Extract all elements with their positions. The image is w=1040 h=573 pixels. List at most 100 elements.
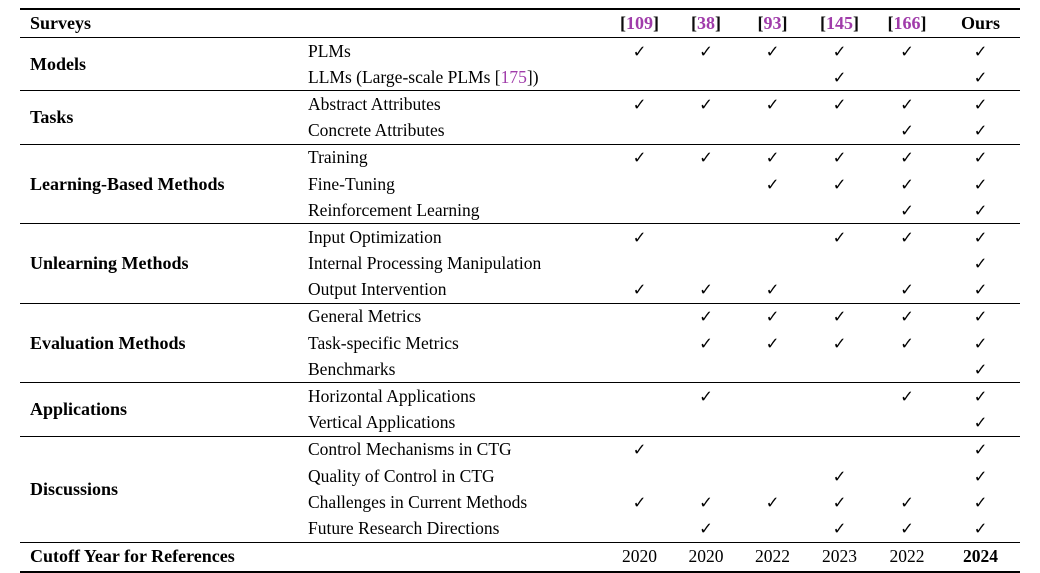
header-cite-166[interactable]: [166] [873, 9, 942, 38]
table-row: Discussions Control Mechanisms in CTG ✓ ✓ [20, 436, 1020, 543]
row-label: Input Optimization [308, 226, 442, 247]
row-label: Reinforcement Learning [308, 197, 607, 225]
row-label: Internal Processing Manipulation [308, 253, 542, 274]
empty-cell [873, 356, 942, 384]
checkmark-icon: ✓ [973, 492, 988, 512]
section-label-discussions: Discussions [20, 436, 308, 543]
checkmark-icon: ✓ [973, 333, 988, 353]
citation-link[interactable]: 175 [500, 66, 527, 87]
empty-cell [673, 356, 740, 384]
empty-cell [673, 409, 740, 437]
cutoff-year-value: 2020 [688, 546, 724, 567]
table-row: Future Research Directions ✓ ✓ ✓ ✓ [20, 515, 1021, 543]
row-label: Control Mechanisms in CTG [308, 439, 512, 460]
row-label: Output Intervention [308, 276, 607, 304]
header-row: Surveys [109] [38] [93] [145] [166] Ours [20, 9, 1021, 38]
empty-cell [606, 117, 674, 145]
empty-cell [873, 64, 942, 92]
checkmark-icon: ✓ [699, 41, 713, 61]
row-label: Challenges in Current Methods [308, 491, 528, 512]
empty-cell [673, 171, 739, 197]
citation-link[interactable]: 109 [626, 13, 654, 33]
table-row: Benchmarks ✓ [20, 356, 1021, 384]
checkmark-icon: ✓ [900, 227, 914, 247]
table-row: Unlearning Methods Input Optimization ✓ ✓ ✓ ✓ [20, 223, 1020, 304]
checkmark-icon: ✓ [941, 117, 1021, 145]
row-label: Task-specific Metrics [308, 332, 459, 353]
checkmark-icon: ✓ [806, 515, 874, 543]
checkmark-icon: ✓ [699, 94, 713, 114]
checkmark-icon: ✓ [973, 148, 988, 168]
checkmark-icon: ✓ [739, 276, 807, 304]
header-cite-38[interactable]: [38] [673, 9, 740, 38]
empty-cell [739, 356, 807, 384]
row-label: Training [308, 147, 368, 168]
header-cite-145[interactable]: [145] [806, 9, 874, 38]
row-label: PLMs [308, 40, 351, 61]
table-row: Learning-Based Methods Training ✓ ✓ ✓ ✓ ✓ ✓ [20, 144, 1020, 225]
empty-cell [606, 64, 674, 92]
empty-cell [739, 117, 807, 145]
empty-cell [873, 436, 941, 463]
empty-cell [739, 197, 807, 225]
checkmark-icon: ✓ [900, 387, 914, 407]
checkmark-icon: ✓ [900, 148, 914, 168]
checkmark-icon: ✓ [606, 276, 674, 304]
checkmark-icon: ✓ [673, 276, 740, 304]
citation-link[interactable]: 145 [826, 13, 854, 33]
header-cite-109[interactable]: [109] [606, 9, 674, 38]
empty-cell [673, 64, 740, 92]
checkmark-icon: ✓ [673, 515, 740, 543]
checkmark-icon: ✓ [941, 515, 1021, 543]
checkmark-icon: ✓ [941, 409, 1021, 437]
table-row: Reinforcement Learning ✓ ✓ [20, 197, 1021, 225]
empty-cell [806, 117, 874, 145]
checkmark-icon: ✓ [832, 333, 847, 353]
checkmark-icon: ✓ [832, 466, 847, 486]
table-row: Task-specific Metrics ✓ ✓ ✓ ✓ ✓ [20, 330, 1020, 356]
row-label: Vertical Applications [308, 409, 607, 437]
checkmark-icon: ✓ [873, 276, 942, 304]
empty-cell [673, 436, 739, 463]
checkmark-icon: ✓ [632, 227, 647, 247]
cutoff-year-value: 2020 [622, 546, 658, 567]
citation-bracket: [ [887, 13, 894, 33]
citation-link[interactable]: 166 [893, 13, 921, 33]
citation-link[interactable]: 38 [697, 13, 716, 33]
header-surveys: Surveys [20, 9, 607, 38]
header-cite-93[interactable]: [93] [739, 9, 807, 38]
citation-link[interactable]: 93 [763, 13, 782, 33]
empty-cell [606, 303, 673, 330]
empty-cell [806, 356, 874, 384]
checkmark-icon: ✓ [873, 117, 942, 145]
citation-bracket: ] [781, 13, 788, 33]
table-row: Internal Processing Manipulation ✓ [20, 251, 1020, 277]
section-label-models: Models [20, 37, 308, 92]
empty-cell [806, 436, 873, 463]
empty-cell [739, 251, 806, 277]
checkmark-icon: ✓ [765, 174, 780, 194]
cutoff-year-value: 2022 [889, 546, 925, 567]
empty-cell [606, 251, 673, 277]
row-label-text: ]) [526, 66, 539, 87]
citation-bracket: [ [757, 13, 764, 33]
empty-cell [739, 436, 806, 463]
checkmark-icon: ✓ [900, 307, 914, 327]
section-label-applications: Applications [20, 382, 308, 437]
checkmark-icon: ✓ [632, 492, 647, 512]
row-label-text: LLMs (Large-scale PLMs [ [308, 66, 501, 87]
footer-cutoff-label: Cutoff Year for References [30, 546, 235, 567]
citation-bracket: ] [715, 13, 722, 33]
section-label-tasks: Tasks [20, 90, 308, 145]
checkmark-icon: ✓ [900, 333, 914, 353]
empty-cell [739, 515, 807, 543]
row-label: Abstract Attributes [308, 93, 441, 114]
checkmark-icon: ✓ [699, 387, 713, 407]
checkmark-icon: ✓ [765, 41, 780, 61]
row-label: Horizontal Applications [308, 386, 476, 407]
empty-cell [606, 330, 673, 356]
checkmark-icon: ✓ [832, 492, 847, 512]
checkmark-icon: ✓ [632, 440, 647, 460]
empty-cell [739, 64, 807, 92]
citation-bracket: [ [620, 13, 627, 33]
